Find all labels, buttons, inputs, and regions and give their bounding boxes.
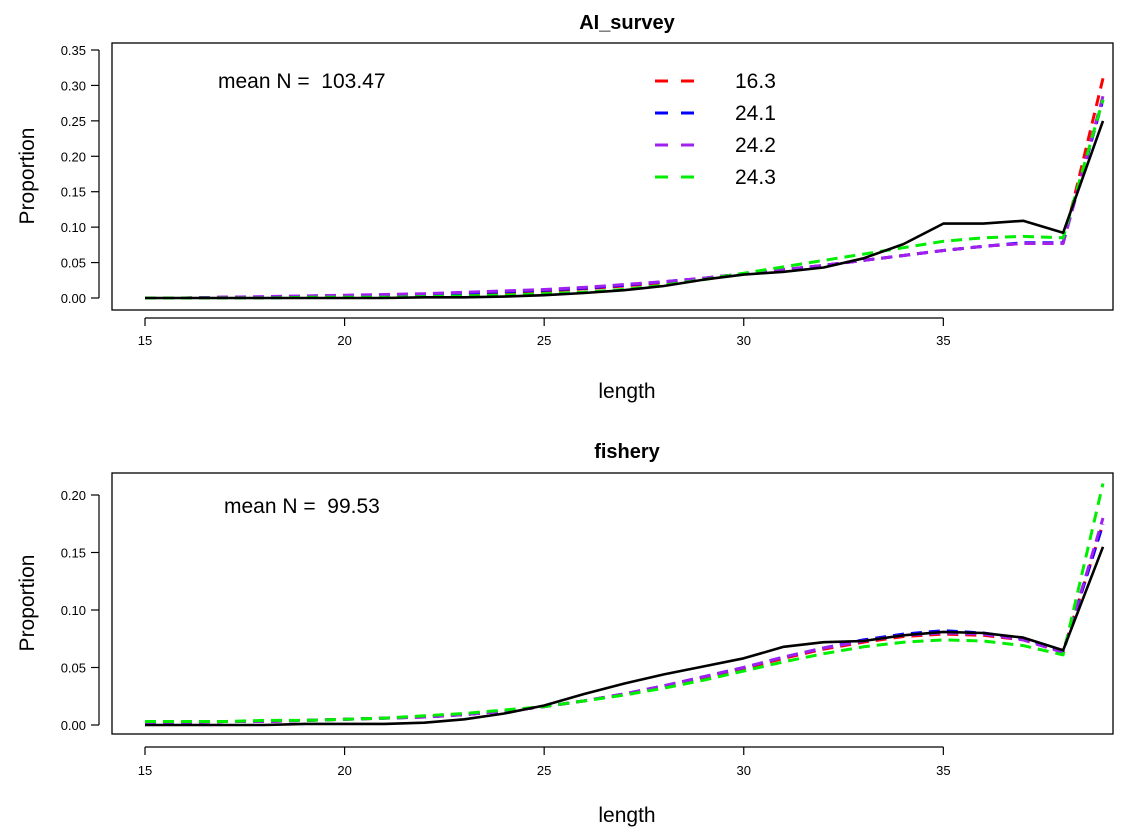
- y-tick-label: 0.00: [61, 718, 86, 733]
- x-tick-label: 35: [936, 333, 950, 348]
- panel-title: AI_survey: [579, 12, 675, 34]
- x-tick-label: 15: [138, 763, 152, 778]
- plot-lines: [145, 483, 1105, 727]
- legend-item: 24.3: [655, 166, 776, 189]
- y-axis-label: Proportion: [16, 555, 39, 652]
- series-line-24.2: [145, 95, 1105, 300]
- mean-n-annotation: mean N = 103.47: [218, 70, 386, 93]
- legend-label: 24.2: [735, 134, 776, 157]
- legend: 16.3 24.1 24.2 24.3: [655, 70, 776, 189]
- y-axis-label: Proportion: [16, 128, 39, 225]
- plot-lines: [145, 77, 1105, 300]
- legend-label: 24.1: [735, 102, 776, 125]
- panel-ai-survey: AI_survey 0.000.050.100.150.200.250.300.…: [16, 12, 1114, 403]
- legend-item: 24.2: [655, 134, 776, 157]
- x-tick-label: 30: [737, 763, 751, 778]
- panel-title: fishery: [594, 441, 660, 463]
- y-tick-label: 0.15: [61, 546, 86, 561]
- legend-item: 16.3: [655, 70, 776, 93]
- y-axis: 0.00 0.05 0.10 0.15 0.20 0.25 0.30 0.35: [61, 43, 100, 306]
- x-tick-label: 20: [337, 333, 351, 348]
- series-line-16.3: [145, 523, 1105, 725]
- y-tick-label: 0.10: [61, 603, 86, 618]
- mean-n-annotation: mean N = 99.53: [224, 495, 380, 518]
- x-tick-label: 35: [936, 763, 950, 778]
- legend-label: 16.3: [735, 70, 776, 93]
- series-line-16.3: [145, 77, 1105, 300]
- y-tick-label: 0.05: [61, 661, 86, 676]
- series-line-24.3: [145, 99, 1105, 300]
- series-line-24.2: [145, 517, 1105, 725]
- series-line-24.3: [145, 483, 1105, 723]
- y-tick-label: 0.20: [61, 488, 86, 503]
- x-tick-label: 25: [537, 333, 551, 348]
- x-tick-label: 15: [138, 333, 152, 348]
- y-tick-label: 0.25: [61, 114, 86, 129]
- legend-label: 24.3: [735, 166, 776, 189]
- y-tick-label: 0.10: [61, 220, 86, 235]
- x-tick-label: 20: [337, 763, 351, 778]
- observed-line: [145, 546, 1105, 727]
- plot-frame: [111, 472, 1114, 735]
- x-axis: 15 20 25 30 35: [138, 746, 951, 778]
- y-tick-label: 0.35: [61, 43, 86, 58]
- x-axis: 15 20 25 30 35: [138, 317, 951, 348]
- series-line-24.1: [145, 523, 1105, 725]
- panel-fishery: fishery 0.000.050.100.150.20 15 20 25 30 35 …: [16, 441, 1114, 827]
- observed-line: [145, 120, 1105, 300]
- y-tick-label: 0.15: [61, 185, 86, 200]
- x-tick-label: 25: [537, 763, 551, 778]
- x-axis-label: length: [598, 804, 655, 827]
- x-axis-label: length: [598, 380, 655, 403]
- legend-item: 24.1: [655, 102, 776, 125]
- y-tick-label: 0.20: [61, 149, 86, 164]
- series-line-24.1: [145, 99, 1105, 300]
- x-tick-label: 30: [737, 333, 751, 348]
- y-tick-label: 0.30: [61, 78, 86, 93]
- plot-frame: [111, 42, 1114, 311]
- y-tick-label: 0.00: [61, 291, 86, 306]
- y-axis: 0.00 0.05 0.10 0.15 0.20: [61, 488, 100, 733]
- y-tick-label: 0.05: [61, 256, 86, 271]
